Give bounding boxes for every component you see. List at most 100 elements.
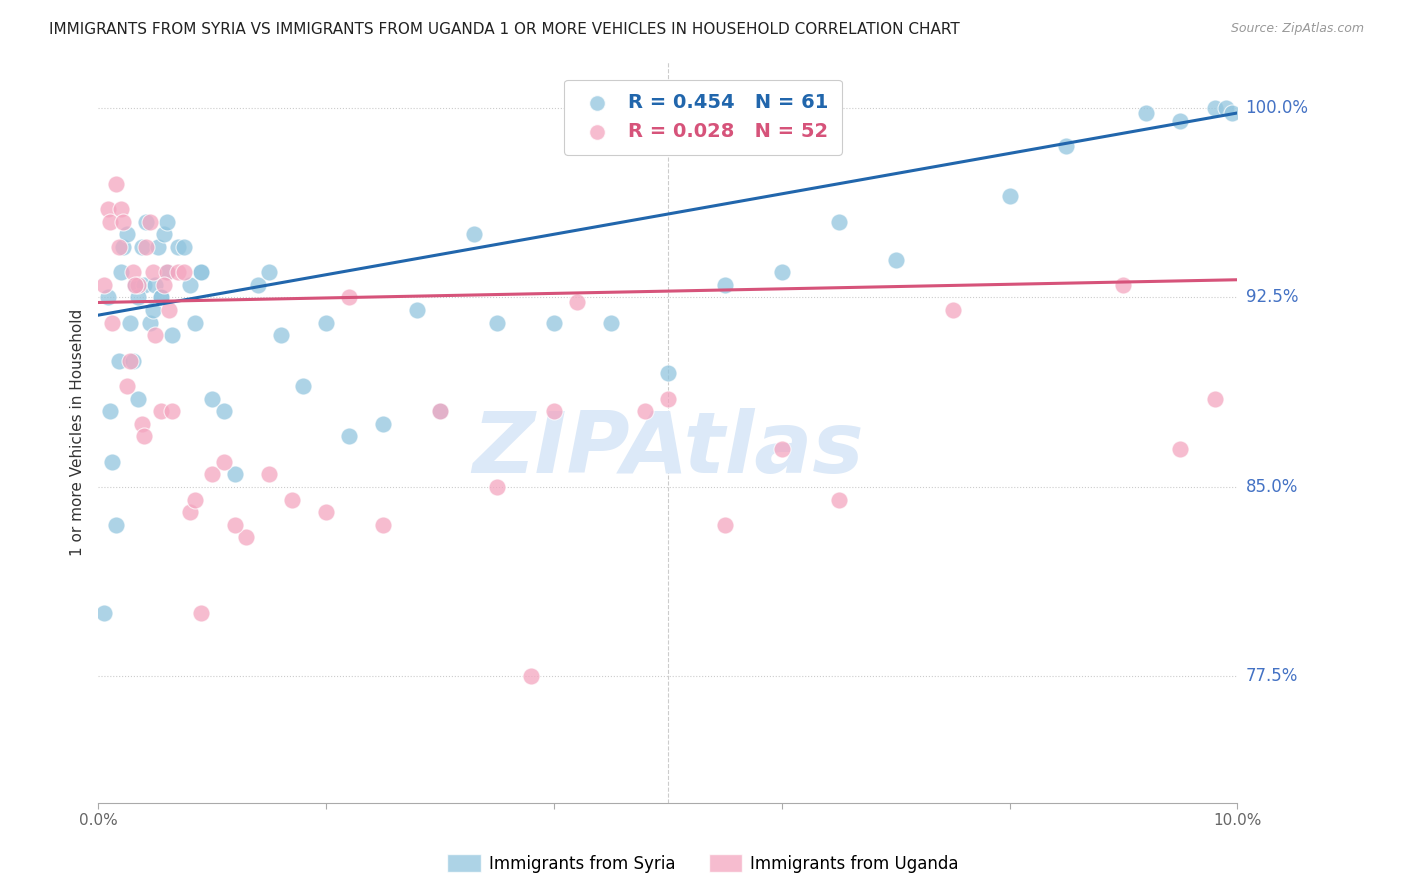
Point (142, 303, 165, 318)
Point (101, 316, 124, 330)
Point (110, 202, 132, 216)
Point (714, 517, 737, 532)
Text: Source: ZipAtlas.com: Source: ZipAtlas.com (1230, 22, 1364, 36)
Point (520, 669, 543, 683)
Point (124, 277, 146, 292)
Point (201, 467, 224, 482)
Point (486, 480, 509, 494)
Point (486, 316, 509, 330)
Point (135, 240, 157, 254)
Legend: R = 0.454   N = 61, R = 0.028   N = 52: R = 0.454 N = 61, R = 0.028 N = 52 (564, 79, 842, 154)
Point (190, 265, 212, 279)
Point (1135, 106, 1157, 120)
Point (1056, 138, 1078, 153)
Point (98, 214, 121, 228)
Point (162, 328, 184, 343)
Point (162, 404, 184, 418)
Text: 92.5%: 92.5% (1246, 288, 1298, 307)
Text: 100.0%: 100.0% (1246, 99, 1309, 117)
Point (96, 202, 118, 216)
Point (828, 214, 851, 228)
Point (138, 316, 160, 330)
Point (108, 353, 131, 368)
Point (115, 379, 138, 393)
Point (96, 290, 118, 304)
Point (884, 252, 907, 267)
Point (101, 455, 124, 469)
Point (132, 429, 155, 443)
Point (153, 227, 176, 242)
Point (634, 404, 657, 418)
Legend: Immigrants from Syria, Immigrants from Uganda: Immigrants from Syria, Immigrants from U… (440, 847, 966, 880)
Point (104, 177, 127, 191)
Point (565, 295, 588, 310)
Point (179, 277, 201, 292)
Point (93, 277, 115, 292)
Point (190, 607, 212, 621)
Point (212, 404, 235, 418)
Point (179, 505, 201, 519)
Point (1170, 113, 1192, 128)
Point (138, 214, 160, 228)
Point (167, 265, 190, 279)
Point (1204, 392, 1226, 406)
Point (190, 265, 212, 279)
Point (1170, 442, 1192, 456)
Point (145, 328, 167, 343)
Point (150, 404, 173, 418)
Y-axis label: 1 or more Vehicles in Household: 1 or more Vehicles in Household (69, 309, 84, 557)
Point (173, 265, 195, 279)
Point (157, 303, 180, 318)
Point (142, 265, 165, 279)
Point (212, 455, 235, 469)
Point (112, 240, 135, 254)
Point (120, 316, 142, 330)
Text: IMMIGRANTS FROM SYRIA VS IMMIGRANTS FROM UGANDA 1 OR MORE VEHICLES IN HOUSEHOLD : IMMIGRANTS FROM SYRIA VS IMMIGRANTS FROM… (49, 22, 960, 37)
Point (135, 214, 157, 228)
Point (224, 467, 246, 482)
Point (270, 328, 292, 343)
Point (150, 290, 173, 304)
Point (156, 265, 179, 279)
Point (150, 290, 173, 304)
Point (770, 442, 793, 456)
Point (828, 492, 851, 507)
Point (146, 240, 169, 254)
Point (93, 607, 115, 621)
Point (1220, 106, 1243, 120)
Point (131, 240, 153, 254)
Point (235, 531, 257, 545)
Point (153, 277, 176, 292)
Point (127, 392, 149, 406)
Point (463, 227, 485, 242)
Point (156, 265, 179, 279)
Point (770, 265, 793, 279)
Point (132, 277, 155, 292)
Point (942, 303, 965, 318)
Point (657, 366, 679, 380)
Point (1204, 101, 1226, 115)
Point (127, 277, 149, 292)
Point (112, 214, 135, 228)
Point (110, 265, 132, 279)
Point (371, 517, 394, 532)
Point (315, 505, 337, 519)
Point (337, 429, 360, 443)
Point (184, 316, 207, 330)
Point (224, 517, 246, 532)
Text: 85.0%: 85.0% (1246, 478, 1298, 496)
Point (121, 265, 143, 279)
Point (281, 492, 304, 507)
Point (104, 517, 127, 532)
Point (131, 417, 153, 431)
Point (337, 290, 360, 304)
Point (120, 353, 142, 368)
Point (429, 404, 451, 418)
Point (998, 189, 1021, 203)
Point (315, 316, 337, 330)
Point (406, 303, 429, 318)
Point (543, 316, 565, 330)
Text: ZIPAtlas: ZIPAtlas (472, 408, 863, 491)
Point (1112, 277, 1135, 292)
Point (259, 265, 281, 279)
